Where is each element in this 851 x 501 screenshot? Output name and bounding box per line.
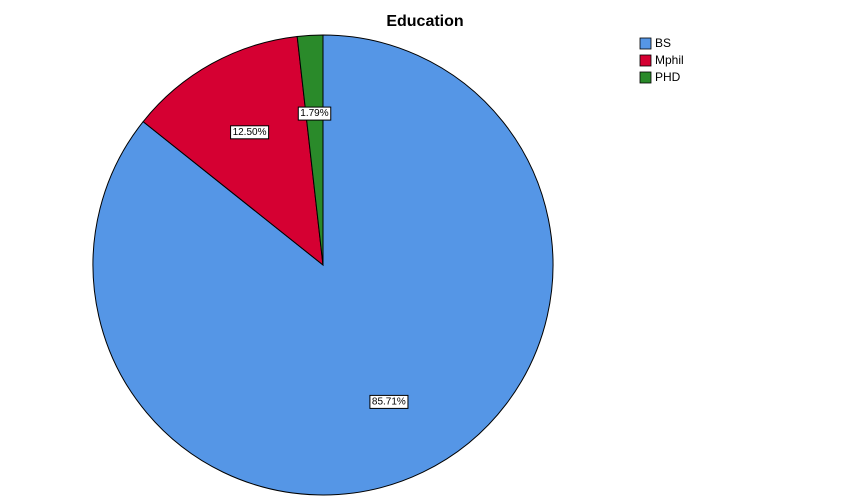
pie-slice bbox=[142, 35, 324, 267]
legend-label: PHD bbox=[655, 70, 681, 84]
value-label-box bbox=[297, 106, 332, 121]
value-label: 1.79% bbox=[300, 108, 328, 119]
value-label-group: 12.50% bbox=[230, 125, 270, 140]
legend-swatch bbox=[639, 54, 652, 67]
legend-label: Mphil bbox=[655, 53, 684, 67]
value-label: 12.50% bbox=[233, 127, 267, 138]
pie-slice bbox=[296, 34, 324, 266]
value-label-box bbox=[369, 394, 409, 409]
legend-label: BS bbox=[655, 36, 671, 50]
value-label-group: 1.79% bbox=[297, 106, 332, 121]
legend-swatch bbox=[639, 71, 652, 84]
value-label: 85.71% bbox=[372, 396, 406, 407]
chart-title: Education bbox=[386, 13, 463, 30]
value-label-box bbox=[230, 125, 270, 140]
legend-swatch bbox=[639, 37, 652, 50]
value-label-group: 85.71% bbox=[369, 394, 409, 409]
